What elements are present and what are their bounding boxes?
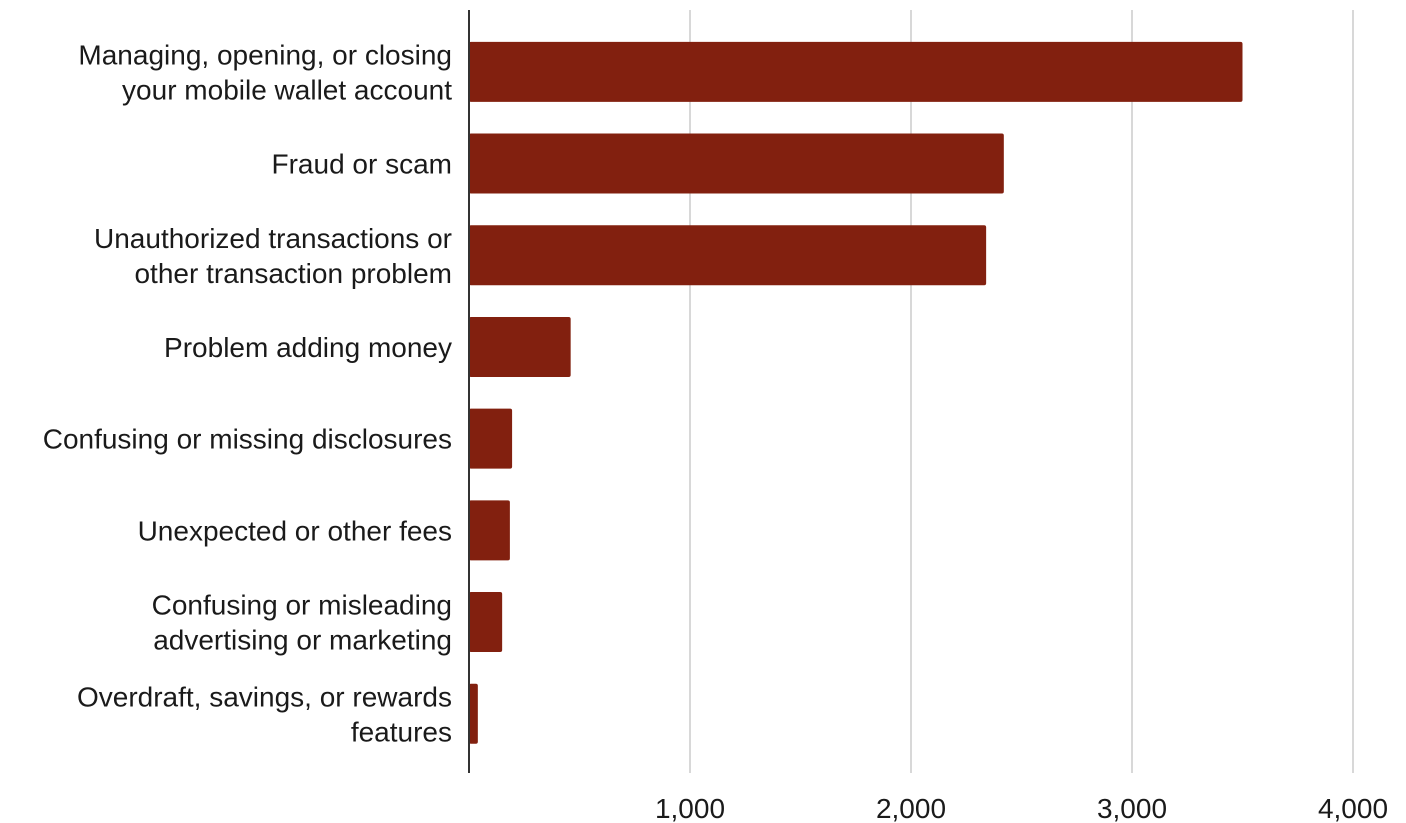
category-label: Confusing or misleading advertising or ma…	[152, 590, 452, 656]
bar	[469, 592, 503, 653]
bar	[469, 683, 478, 744]
category-label: Confusing or missing disclosures	[43, 424, 452, 455]
category-labels: Managing, opening, or closing your mobile…	[43, 39, 452, 747]
x-tick-label: 3,000	[1097, 793, 1167, 823]
category-label: Managing, opening, or closing your mobile…	[78, 39, 452, 105]
category-label: Overdraft, savings, or rewards features	[77, 681, 452, 747]
x-tick-label: 4,000	[1318, 793, 1388, 823]
bar	[469, 408, 513, 469]
category-label: Problem adding money	[164, 332, 452, 363]
category-label: Fraud or scam	[272, 149, 453, 180]
bar	[469, 500, 510, 561]
category-label: Unauthorized transactions or other transa…	[94, 223, 452, 289]
bar	[469, 41, 1243, 102]
bar	[469, 316, 571, 377]
x-tick-label: 2,000	[876, 793, 946, 823]
gridlines	[689, 10, 1354, 773]
x-tick-label: 1,000	[655, 793, 725, 823]
bar	[469, 225, 987, 286]
x-tick-labels: 1,000 2,000 3,000 4,000	[655, 793, 1388, 823]
bar	[469, 133, 1004, 194]
bars	[469, 41, 1243, 744]
category-label: Unexpected or other fees	[138, 515, 452, 546]
